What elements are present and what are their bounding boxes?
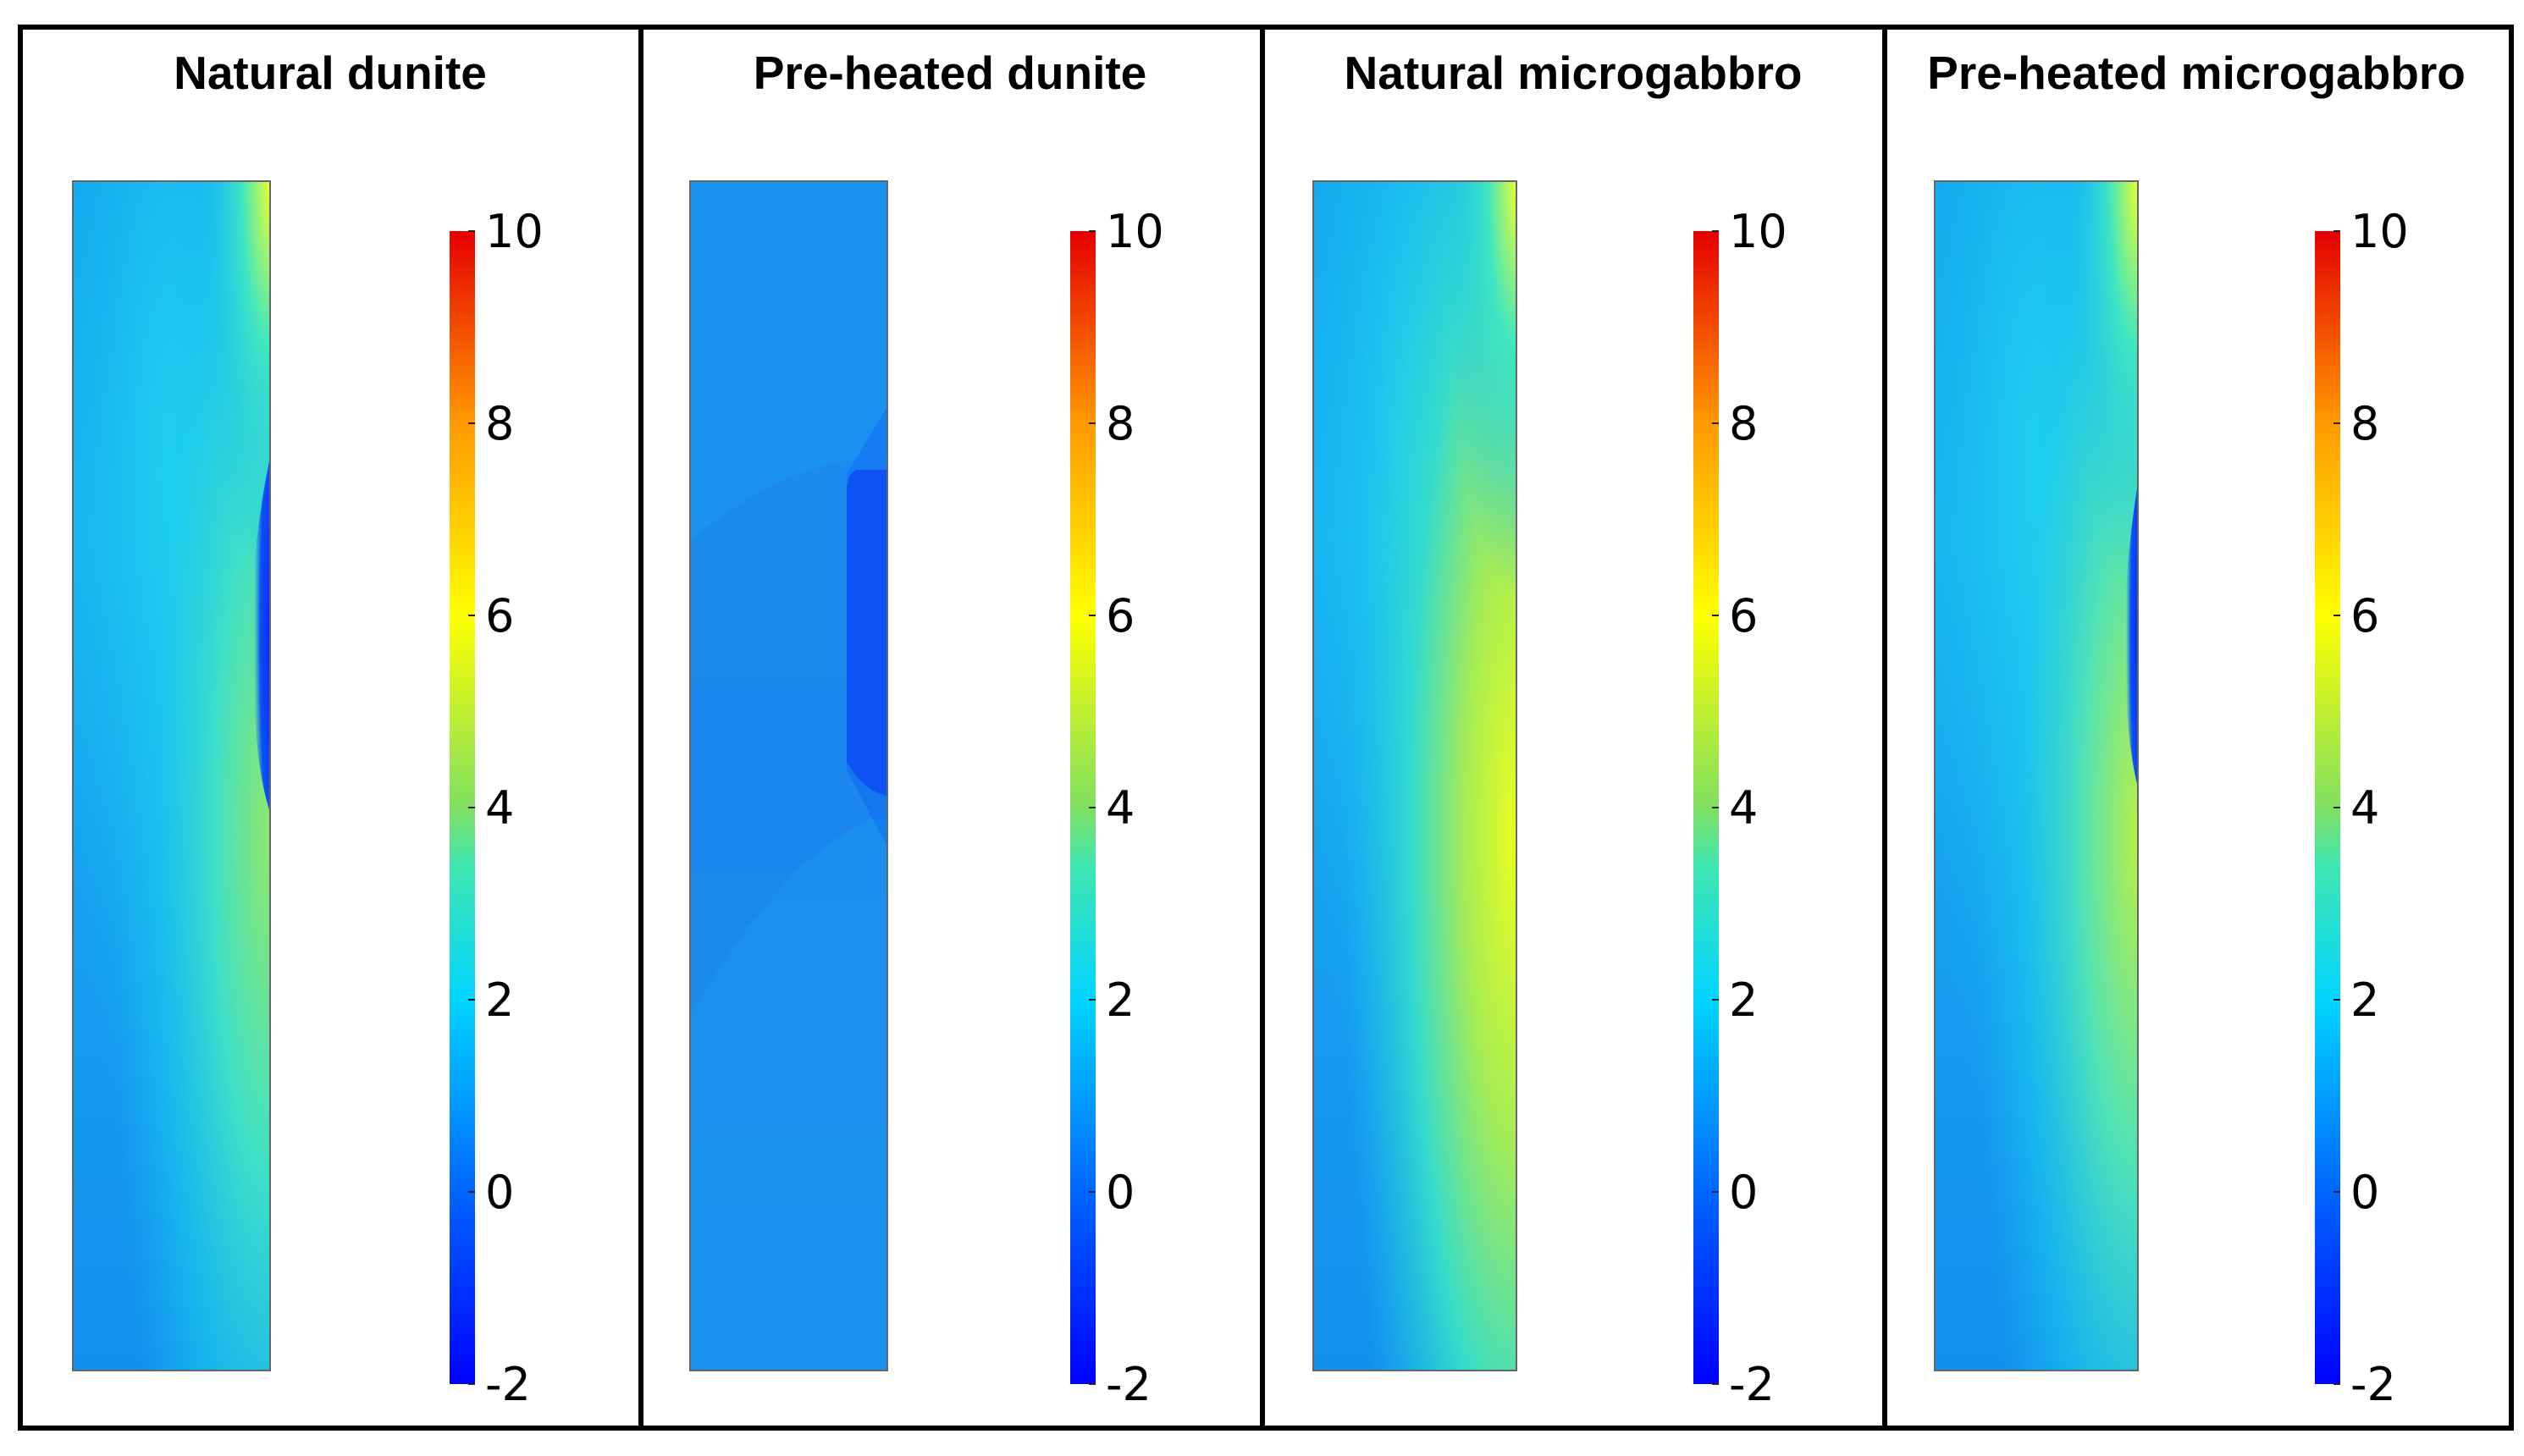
colorbar-tick-label: 0 bbox=[2350, 1166, 2379, 1219]
colorbar-tick-label: 6 bbox=[1106, 589, 1135, 643]
colorbar-tick-label: -2 bbox=[485, 1358, 531, 1411]
colorbar-tick-label: -2 bbox=[1106, 1358, 1152, 1411]
colorbar-tick-label: 10 bbox=[1729, 205, 1787, 258]
colorbar-tick-label: 6 bbox=[1729, 589, 1758, 643]
colorbar: 10 8 6 4 2 0 -2 bbox=[1693, 205, 1787, 1411]
colorbar-tick-label: 6 bbox=[485, 589, 514, 643]
colorbar-ticks: 10 8 6 4 2 0 -2 bbox=[1712, 205, 1787, 1411]
colorbar-tick-label: 10 bbox=[2350, 205, 2409, 258]
panel-title: Pre-heated microgabbro bbox=[1927, 47, 2466, 99]
colorbar: 10 8 6 4 2 0 -2 bbox=[1070, 205, 1164, 1411]
colorbar-tick-label: 4 bbox=[1106, 781, 1135, 835]
panel-title: Natural dunite bbox=[174, 47, 487, 99]
colorbar-ticks: 10 8 6 4 2 0 -2 bbox=[468, 205, 544, 1411]
colorbar-tick-label: 2 bbox=[1106, 973, 1135, 1027]
colorbar-tick-label: 10 bbox=[485, 205, 544, 258]
colorbar-tick-label: 0 bbox=[1729, 1166, 1758, 1219]
colorbar-ticks: 10 8 6 4 2 0 -2 bbox=[2333, 205, 2409, 1411]
field-plot bbox=[72, 180, 271, 1371]
colorbar-tick-label: 4 bbox=[485, 781, 514, 835]
colorbar-tick-label: 4 bbox=[2350, 781, 2379, 835]
panel-natural-microgabbro: Natural microgabbro 10 8 6 4 2 0 -2 bbox=[1312, 47, 1803, 1411]
colorbar-tick-label: -2 bbox=[1729, 1358, 1775, 1411]
colorbar-tick-label: 8 bbox=[485, 397, 514, 450]
colorbar-tick-label: 2 bbox=[2350, 973, 2379, 1027]
colorbar: 10 8 6 4 2 0 -2 bbox=[450, 205, 544, 1411]
panel-preheated-dunite: Pre-heated dunite 10 8 6 4 2 0 -2 bbox=[689, 47, 1164, 1411]
colorbar-tick-label: 10 bbox=[1106, 205, 1164, 258]
panel-natural-dunite: Natural dunite 10 8 6 4 2 0 -2 bbox=[72, 47, 544, 1411]
colorbar-tick-label: 2 bbox=[485, 973, 514, 1027]
colorbar-tick-label: 0 bbox=[1106, 1166, 1135, 1219]
colorbar-tick-label: 0 bbox=[485, 1166, 514, 1219]
colorbar-tick-label: 8 bbox=[1729, 397, 1758, 450]
panel-preheated-microgabbro: Pre-heated microgabbro 10 8 6 4 2 0 -2 bbox=[1927, 47, 2466, 1411]
colorbar: 10 8 6 4 2 0 -2 bbox=[2315, 205, 2409, 1411]
panel-title: Pre-heated dunite bbox=[754, 47, 1147, 99]
field-plot bbox=[689, 180, 888, 1371]
colorbar-tick-label: 4 bbox=[1729, 781, 1758, 835]
figure-frame bbox=[18, 25, 2514, 1431]
field-plot bbox=[1934, 180, 2139, 1371]
colorbar-tick-label: 8 bbox=[2350, 397, 2379, 450]
colorbar-tick-label: 8 bbox=[1106, 397, 1135, 450]
colorbar-tick-label: 6 bbox=[2350, 589, 2379, 643]
colorbar-ticks: 10 8 6 4 2 0 -2 bbox=[1089, 205, 1164, 1411]
colorbar-tick-label: 2 bbox=[1729, 973, 1758, 1027]
field-plot bbox=[1312, 180, 1517, 1371]
panel-title: Natural microgabbro bbox=[1345, 47, 1803, 99]
colorbar-tick-label: -2 bbox=[2350, 1358, 2396, 1411]
